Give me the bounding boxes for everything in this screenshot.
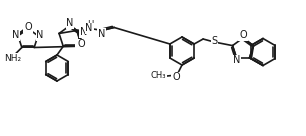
Text: N: N — [85, 23, 93, 33]
Text: N: N — [36, 30, 44, 40]
Text: S: S — [211, 35, 218, 46]
Text: NH₂: NH₂ — [4, 54, 21, 63]
Text: H: H — [87, 20, 93, 29]
Text: O: O — [239, 30, 247, 41]
Text: N: N — [12, 30, 20, 40]
Text: O: O — [77, 39, 85, 50]
Text: N: N — [98, 29, 105, 39]
Text: CH₃: CH₃ — [151, 72, 166, 81]
Text: N: N — [66, 18, 74, 29]
Text: O: O — [172, 72, 180, 83]
Text: N: N — [76, 42, 83, 52]
Text: N: N — [233, 55, 241, 65]
Text: N: N — [80, 27, 87, 37]
Text: O: O — [24, 22, 32, 32]
